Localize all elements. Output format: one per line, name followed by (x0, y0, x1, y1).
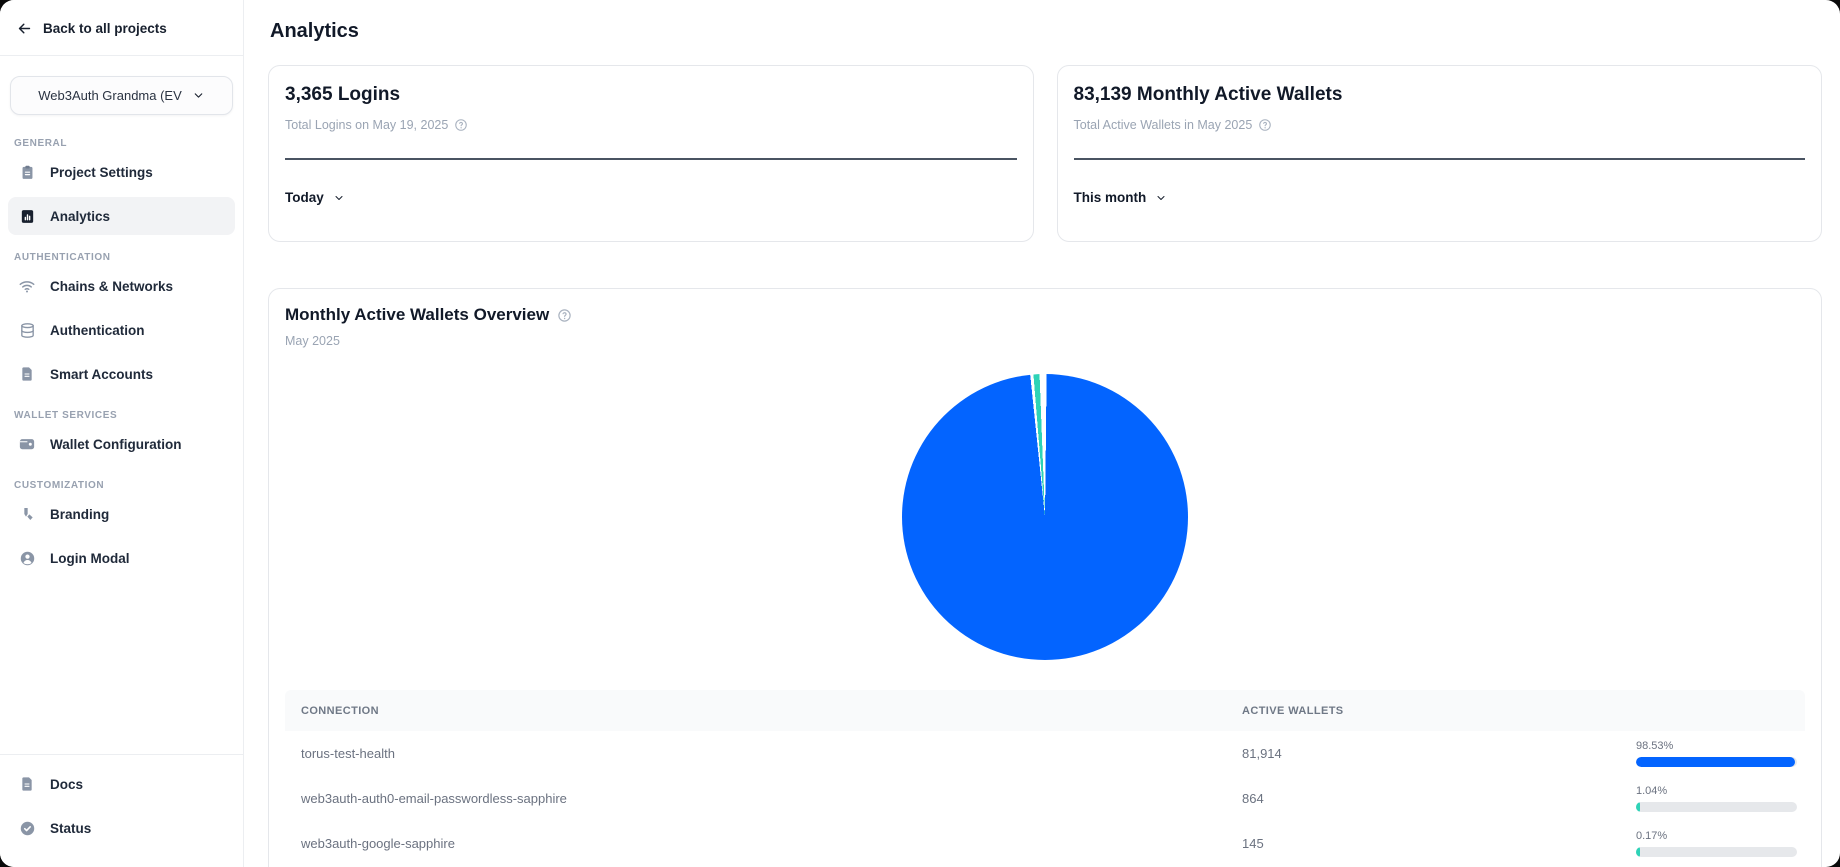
logins-range-dropdown[interactable]: Today (285, 190, 345, 205)
progress-bar (1636, 802, 1797, 812)
file-icon (18, 365, 36, 383)
monthly-active-wallets-overview-card: Monthly Active Wallets Overview May 2025… (268, 288, 1822, 867)
sidebar-item-label: Project Settings (50, 164, 153, 180)
logins-range-value: Today (285, 190, 324, 205)
maw-range-value: This month (1073, 190, 1147, 205)
main-content: Analytics 3,365 Logins Total Logins on M… (244, 0, 1840, 867)
progress-bar (1636, 757, 1797, 767)
overview-subtitle: May 2025 (285, 334, 340, 348)
connection-name: torus-test-health (301, 746, 395, 761)
column-header-active-wallets: Active Wallets (1242, 704, 1344, 717)
section-label-customization: CUSTOMIZATION (14, 480, 105, 491)
connection-name: web3auth-google-sapphire (301, 836, 455, 851)
progress-bar (1636, 847, 1797, 857)
wallet-icon (18, 435, 36, 453)
section-label-general: GENERAL (14, 138, 68, 149)
project-selector-value: Web3Auth Grandma (EV (38, 88, 182, 103)
database-icon (18, 321, 36, 339)
active-wallets-value: 81,914 (1242, 746, 1282, 761)
help-icon[interactable] (557, 308, 572, 323)
sidebar-nav: GENERAL Project Settings (0, 121, 243, 754)
sidebar-item-label: Branding (50, 506, 110, 522)
maw-range-dropdown[interactable]: This month (1074, 190, 1168, 205)
project-selector-dropdown[interactable]: Web3Auth Grandma (EV (10, 76, 233, 115)
help-icon[interactable] (1258, 118, 1272, 132)
clipboard-icon (18, 163, 36, 181)
sidebar-item-wallet-configuration[interactable]: Wallet Configuration (8, 425, 235, 463)
active-wallets-value: 864 (1242, 791, 1264, 806)
chevron-down-icon (333, 192, 345, 204)
section-label-authentication: AUTHENTICATION (14, 252, 111, 263)
table-row[interactable]: web3auth-auth0-email-passwordless-sapphi… (285, 776, 1805, 821)
sidebar-item-label: Wallet Configuration (50, 436, 182, 452)
sidebar-item-label: Status (50, 820, 92, 836)
analytics-icon (18, 207, 36, 225)
back-to-projects-button[interactable]: Back to all projects (0, 0, 243, 55)
sidebar-divider-top (0, 55, 243, 56)
active-wallets-value: 145 (1242, 836, 1264, 851)
back-label: Back to all projects (43, 21, 167, 36)
sidebar-item-branding[interactable]: Branding (8, 495, 235, 533)
chart-axis-line (1073, 158, 1805, 160)
table-row[interactable]: web3auth-google-sapphire 145 0.17% (285, 821, 1805, 866)
maw-subtitle: Total Active Wallets in May 2025 (1073, 118, 1253, 132)
connection-name: web3auth-auth0-email-passwordless-sapphi… (301, 791, 567, 806)
help-icon[interactable] (454, 118, 468, 132)
chevron-down-icon (192, 89, 205, 102)
sidebar-item-smart-accounts[interactable]: Smart Accounts (8, 355, 235, 393)
maw-headline: 83,139 Monthly Active Wallets (1073, 84, 1343, 105)
column-header-connection: Connection (301, 704, 379, 717)
sidebar-item-project-settings[interactable]: Project Settings (8, 153, 235, 191)
sidebar-divider-bottom (0, 754, 243, 755)
sidebar-item-label: Chains & Networks (50, 278, 174, 294)
document-icon (18, 775, 36, 793)
progress-bar-fill (1636, 757, 1795, 767)
sidebar-item-label: Authentication (50, 322, 145, 338)
sidebar-item-authentication[interactable]: Authentication (8, 311, 235, 349)
logins-subtitle: Total Logins on May 19, 2025 (285, 118, 449, 132)
logins-stat-card: 3,365 Logins Total Logins on May 19, 202… (268, 65, 1034, 242)
sidebar-item-login-modal[interactable]: Login Modal (8, 539, 235, 577)
sidebar-item-label: Smart Accounts (50, 366, 154, 382)
active-wallets-pie-chart[interactable] (902, 374, 1188, 660)
logins-headline: 3,365 Logins (285, 84, 401, 105)
percent-label: 0.17% (1636, 830, 1668, 842)
arrow-left-icon (16, 20, 33, 37)
sidebar: Back to all projects Web3Auth Grandma (E… (0, 0, 244, 867)
section-label-wallet-services: WALLET SERVICES (14, 410, 118, 421)
sidebar-item-label: Login Modal (50, 550, 130, 566)
maw-stat-card: 83,139 Monthly Active Wallets Total Acti… (1056, 65, 1822, 242)
percent-label: 98.53% (1636, 740, 1674, 752)
stat-cards-row: 3,365 Logins Total Logins on May 19, 202… (268, 65, 1822, 242)
sidebar-item-label: Analytics (50, 208, 111, 224)
check-circle-icon (18, 819, 36, 837)
table-row[interactable]: torus-test-health 81,914 98.53% (285, 731, 1805, 776)
progress-bar-fill (1636, 847, 1640, 857)
overview-title: Monthly Active Wallets Overview (285, 305, 550, 324)
sidebar-item-analytics[interactable]: Analytics (8, 197, 235, 235)
chevron-down-icon (1155, 192, 1167, 204)
connections-table: Connection Active Wallets torus-test-hea… (285, 690, 1805, 866)
table-header: Connection Active Wallets (285, 690, 1805, 731)
sidebar-footer: Docs Status (0, 755, 243, 867)
wifi-icon (18, 277, 36, 295)
progress-bar-fill (1636, 802, 1640, 812)
sidebar-item-status[interactable]: Status (8, 809, 235, 847)
sidebar-item-chains-networks[interactable]: Chains & Networks (8, 267, 235, 305)
sidebar-item-label: Docs (50, 776, 84, 792)
percent-label: 1.04% (1636, 785, 1668, 797)
page-title: Analytics (270, 20, 359, 42)
sidebar-item-docs[interactable]: Docs (8, 765, 235, 803)
brush-icon (18, 505, 36, 523)
chart-axis-line (285, 158, 1017, 160)
user-circle-icon (18, 549, 36, 567)
